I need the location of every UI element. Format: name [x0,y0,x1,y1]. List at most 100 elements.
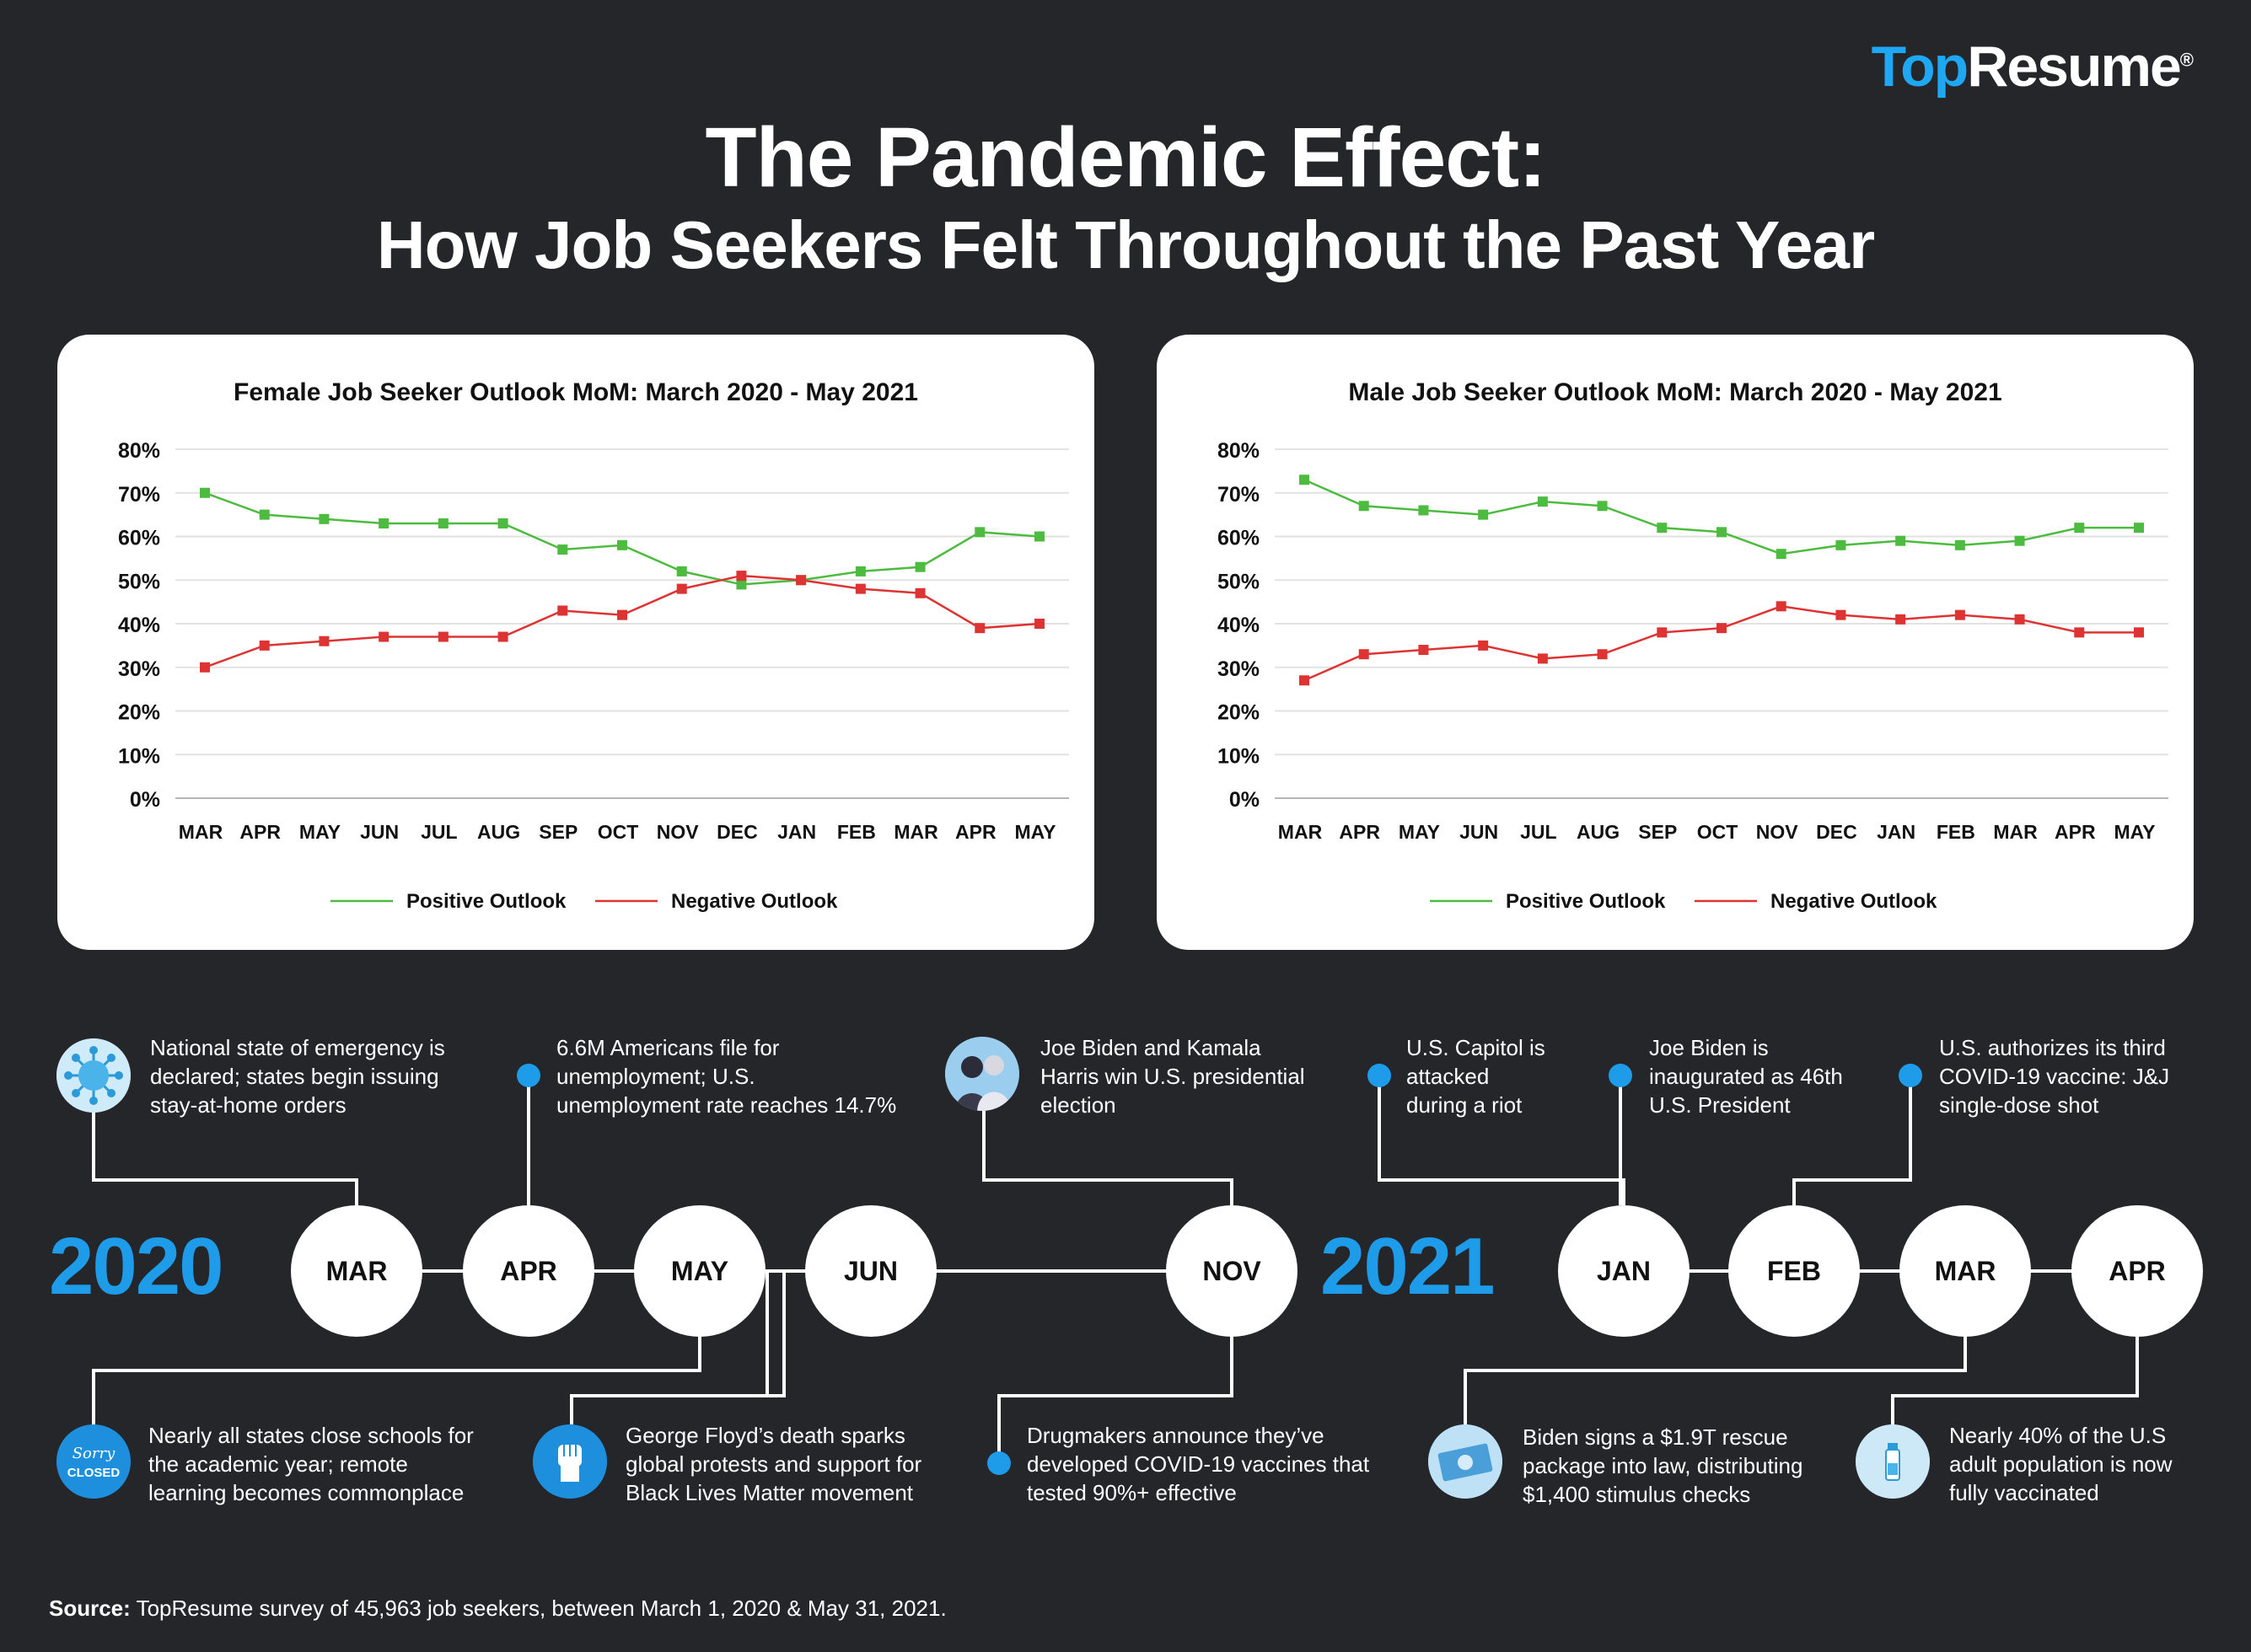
year-2020: 2020 [49,1221,224,1311]
data-point [1895,614,1906,625]
stimulus-check-icon [1428,1424,1502,1499]
legend-label: Negative Outlook [1770,890,1937,913]
x-tick-label: AUG [477,821,520,843]
y-tick-label: 50% [1217,570,1260,593]
series-line-negative [204,574,1040,668]
data-point [1034,531,1045,542]
data-point [497,518,508,528]
y-tick-label: 10% [118,744,160,768]
data-point [855,583,866,594]
event-mar21: Biden signs a $1.9T rescue package into l… [1523,1424,1803,1507]
data-point [379,631,389,642]
virus-icon [56,1038,131,1113]
x-tick-label: NOV [1756,821,1799,843]
x-tick-label: JUN [360,821,399,843]
data-point [200,487,210,498]
male-outlook-chart: Male Job Seeker Outlook MoM: March 2020 … [1217,378,2168,913]
chart-title: Male Job Seeker Outlook MoM: March 2020 … [1348,378,2001,406]
month-mar-2021: MAR [1899,1205,2031,1337]
data-point [2014,614,2025,625]
data-point [2074,523,2085,534]
data-point [736,579,747,590]
event-mar20: National state of emergency is declared; … [150,1035,445,1118]
data-point [379,518,389,528]
x-tick-label: FEB [837,821,876,843]
data-point [1358,649,1369,660]
data-point [1299,675,1309,686]
data-point [1835,539,1846,550]
month-mar-2020: MAR [291,1205,422,1337]
series-line-positive [204,491,1040,586]
data-point [1418,505,1429,516]
y-tick-label: 60% [1217,527,1260,550]
event-dot-jan21b [1609,1064,1632,1087]
data-point [497,631,508,642]
legend-label: Positive Outlook [1506,890,1666,913]
source-note: Source: TopResume survey of 45,963 job s… [49,1596,947,1621]
data-point [1478,640,1489,651]
data-point [2134,523,2144,534]
event-jan21-capitol: U.S. Capitol is attacked during a riot [1406,1035,1545,1118]
x-tick-label: AUG [1577,821,1620,843]
x-tick-label: NOV [657,821,700,843]
x-tick-label: APR [1339,821,1380,843]
month-apr-2020: APR [463,1205,594,1337]
candidates-icon [945,1037,1019,1111]
data-point [200,662,210,673]
event-may20: Nearly all states close schools for the a… [148,1423,474,1505]
data-point [1835,609,1846,620]
data-point [259,509,270,520]
data-point [676,566,687,577]
x-tick-label: JUL [1520,821,1556,843]
closed-sign-icon: Sorry CLOSED [56,1424,131,1499]
x-tick-label: JAN [777,821,816,843]
y-tick-label: 40% [1217,614,1260,637]
raised-fist-icon [533,1424,607,1499]
event-apr20: 6.6M Americans file for unemployment; U.S… [556,1035,897,1118]
y-tick-label: 0% [1229,788,1260,812]
data-point [319,636,330,646]
month-nov-2020: NOV [1166,1205,1297,1337]
connector-nov20a [982,1111,1233,1205]
y-tick-label: 40% [118,614,160,637]
data-point [438,631,449,642]
data-point [975,623,986,634]
icon-text-sorry: Sorry [73,1445,116,1462]
data-point [1776,549,1786,560]
topresume-logo: TopResume® [1871,35,2194,99]
data-point [319,513,330,524]
event-dot-nov20b [987,1451,1011,1475]
x-tick-label: OCT [1697,821,1738,843]
series-line-positive [1303,479,2139,555]
chart-title: Female Job Seeker Outlook MoM: March 202… [234,378,918,406]
data-point [736,571,747,582]
y-tick-label: 20% [118,701,160,725]
event-jan21-inauguration: Joe Biden is inaugurated as 46th U.S. Pres… [1649,1035,1843,1118]
data-point [1418,645,1429,656]
data-point [1299,475,1309,485]
x-tick-label: MAY [299,821,341,843]
month-jun-2020: JUN [805,1205,937,1337]
data-point [1716,623,1727,634]
x-tick-label: APR [239,821,281,843]
x-tick-label: MAY [1015,821,1056,843]
data-point [1954,609,1965,620]
data-point [1478,509,1489,520]
data-point [1657,523,1668,534]
male-chart-card: Male Job Seeker Outlook MoM: March 2020 … [1157,335,2194,950]
data-point [617,539,627,550]
y-tick-label: 80% [118,439,160,463]
female-chart-card: Female Job Seeker Outlook MoM: March 202… [57,335,1094,950]
x-tick-label: DEC [1816,821,1857,843]
connector-mar20 [92,1113,358,1205]
data-point [915,561,926,572]
vaccine-icon [1856,1424,1930,1499]
connector-mar21 [1464,1337,1967,1424]
data-point [1657,627,1668,638]
event-dot-jan21a [1367,1064,1391,1087]
page-title: The Pandemic Effect: [705,110,1547,205]
data-point [259,640,270,651]
event-nov20-election: Joe Biden and Kamala Harris win U.S. pres… [1040,1035,1305,1118]
x-tick-label: MAR [894,821,938,843]
icon-text-closed: CLOSED [67,1466,121,1480]
